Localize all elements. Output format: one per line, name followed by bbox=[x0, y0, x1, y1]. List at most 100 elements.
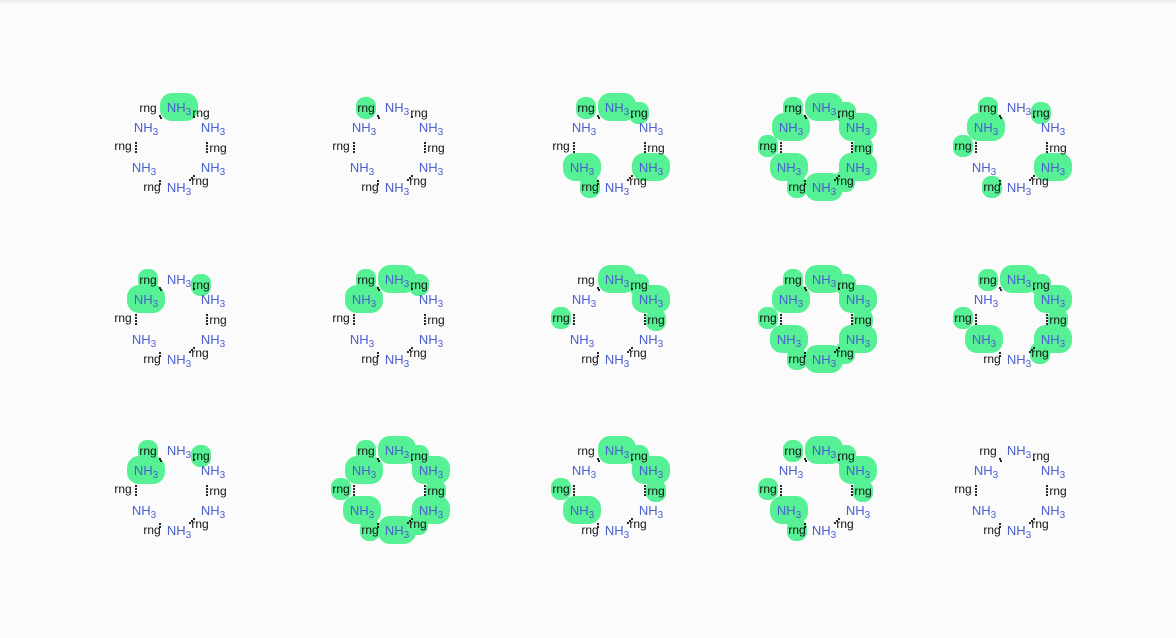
amine-label: NH3 bbox=[572, 120, 597, 138]
bond-dot bbox=[423, 319, 427, 323]
bond-dot bbox=[192, 458, 196, 462]
bond-dots bbox=[572, 114, 647, 186]
molecule-card[interactable]: rng NH3 rng NH3 NH3 rng rng NH3 NH3 rng NH3 rng bbox=[508, 248, 708, 388]
amine-label: NH3 bbox=[201, 160, 226, 178]
bond-dot bbox=[1030, 519, 1034, 523]
bond-dot bbox=[628, 176, 632, 180]
bond-dot bbox=[596, 354, 600, 358]
bond-dot bbox=[410, 287, 414, 291]
highlight-blob bbox=[835, 342, 855, 364]
bond-dot bbox=[835, 519, 839, 523]
bond-dot bbox=[803, 179, 807, 183]
ring-label: rng bbox=[357, 101, 374, 115]
bond-dot bbox=[408, 176, 412, 180]
ring-label: rng bbox=[954, 311, 971, 325]
amine-label: NH3 bbox=[132, 332, 157, 350]
bond-dot bbox=[410, 517, 414, 521]
bond-dot bbox=[352, 141, 356, 145]
highlight-blob bbox=[356, 97, 376, 119]
bond-dot bbox=[158, 522, 162, 526]
amine-label: NH3 bbox=[1007, 180, 1032, 198]
ring-label: rng bbox=[979, 101, 996, 115]
bond-dot bbox=[423, 141, 427, 145]
ring-label: rng bbox=[983, 180, 1000, 194]
amine-label: NH3 bbox=[1007, 272, 1032, 290]
amine-label: NH3 bbox=[1041, 120, 1066, 138]
amine-label: NH3 bbox=[779, 463, 804, 481]
bond-dot bbox=[850, 150, 854, 154]
bond-dot bbox=[974, 490, 978, 494]
bond-dot bbox=[643, 484, 647, 488]
amine-label: NH3 bbox=[350, 160, 375, 178]
amine-label: NH3 bbox=[605, 100, 630, 118]
amine-label: NH3 bbox=[846, 463, 871, 481]
bond-dot bbox=[134, 487, 138, 491]
bond-dot bbox=[833, 178, 837, 182]
bond-dot bbox=[134, 141, 138, 145]
bond-dots bbox=[134, 114, 209, 186]
amine-label: NH3 bbox=[605, 523, 630, 541]
molecule-card[interactable]: rng NH3 rng NH3 NH3 rng rng NH3 NH3 rng NH3 rng bbox=[910, 248, 1110, 388]
highlight-blob bbox=[127, 285, 165, 313]
highlight-blob bbox=[646, 480, 666, 502]
bond-dot bbox=[376, 179, 380, 183]
highlight-blob bbox=[967, 113, 1005, 141]
bond-dot bbox=[352, 313, 356, 317]
ring-label: rng bbox=[209, 141, 226, 155]
bond-dot bbox=[205, 319, 209, 323]
bond-dot bbox=[998, 354, 1002, 358]
bond-dot bbox=[779, 484, 783, 488]
highlight-blob bbox=[598, 93, 636, 121]
bond-dot bbox=[572, 493, 576, 497]
ring-label: rng bbox=[427, 141, 444, 155]
bond-dot bbox=[205, 490, 209, 494]
molecule-card[interactable]: rng NH3 rng NH3 NH3 rng rng NH3 NH3 rng NH3 rng bbox=[508, 419, 708, 559]
ring-label: rng bbox=[361, 352, 378, 366]
ring-label: rng bbox=[759, 482, 776, 496]
bond-dot bbox=[643, 487, 647, 491]
bond-dot bbox=[205, 313, 209, 317]
ring-label: rng bbox=[836, 346, 853, 360]
molecule-card[interactable]: rng NH3 rng NH3 NH3 rng rng NH3 NH3 rng NH3 rng bbox=[910, 76, 1110, 216]
bond-dot bbox=[1045, 484, 1049, 488]
bond-dot bbox=[643, 141, 647, 145]
amine-label: NH3 bbox=[777, 332, 802, 350]
bond-dot bbox=[1032, 346, 1036, 350]
molecule-card[interactable]: rng NH3 rng NH3 NH3 rng rng NH3 NH3 rng NH3 rng bbox=[715, 76, 915, 216]
molecule-card[interactable]: rng NH3 rng NH3 NH3 rng rng NH3 NH3 rng NH3 rng bbox=[715, 419, 915, 559]
molecule-card[interactable]: rng NH3 rng NH3 NH3 rng rng NH3 NH3 rng NH3 rng bbox=[508, 76, 708, 216]
bond-dot bbox=[158, 457, 162, 461]
highlight-layer bbox=[953, 97, 1072, 198]
ring-label: rng bbox=[788, 523, 805, 537]
highlight-blob bbox=[770, 325, 808, 353]
bond-dot bbox=[205, 316, 209, 320]
amine-label: NH3 bbox=[134, 463, 159, 481]
molecule-card[interactable]: rng NH3 rng NH3 NH3 rng rng NH3 NH3 rng NH3 rng bbox=[70, 76, 270, 216]
highlight-layer bbox=[551, 436, 670, 524]
bond-dot bbox=[423, 487, 427, 491]
amine-label: NH3 bbox=[570, 503, 595, 521]
bond-dots bbox=[352, 286, 427, 358]
ring-label: rng bbox=[552, 139, 569, 153]
molecule-card[interactable]: rng NH3 rng NH3 NH3 rng rng NH3 NH3 rng NH3 rng bbox=[288, 419, 488, 559]
bond-dots bbox=[974, 286, 1049, 358]
molecule-card[interactable]: rng NH3 rng NH3 NH3 rng rng NH3 NH3 rng NH3 rng bbox=[70, 248, 270, 388]
bond-dot bbox=[1045, 313, 1049, 317]
highlight-blob bbox=[772, 113, 810, 141]
bond-dots bbox=[352, 457, 427, 529]
highlight-blob bbox=[965, 325, 1003, 353]
bond-dot bbox=[134, 493, 138, 497]
bond-dot bbox=[850, 316, 854, 320]
amine-label: NH3 bbox=[1041, 160, 1066, 178]
molecule-card[interactable]: rng NH3 rng NH3 NH3 rng rng NH3 NH3 rng NH3 rng bbox=[288, 76, 488, 216]
molecule-card[interactable]: rng NH3 rng NH3 NH3 rng rng NH3 NH3 rng NH3 rng bbox=[70, 419, 270, 559]
ring-label: rng bbox=[854, 313, 871, 327]
molecule-card[interactable]: rng NH3 rng NH3 NH3 rng rng NH3 NH3 rng NH3 rng bbox=[715, 248, 915, 388]
molecule-card[interactable]: rng NH3 rng NH3 NH3 rng rng NH3 NH3 rng NH3 rng bbox=[910, 419, 1110, 559]
bond-dot bbox=[377, 288, 381, 292]
molecule-card[interactable]: rng NH3 rng NH3 NH3 rng rng NH3 NH3 rng NH3 rng bbox=[288, 248, 488, 388]
highlight-blob bbox=[378, 516, 416, 544]
bond-dot bbox=[1045, 147, 1049, 151]
bond-dot bbox=[352, 147, 356, 151]
